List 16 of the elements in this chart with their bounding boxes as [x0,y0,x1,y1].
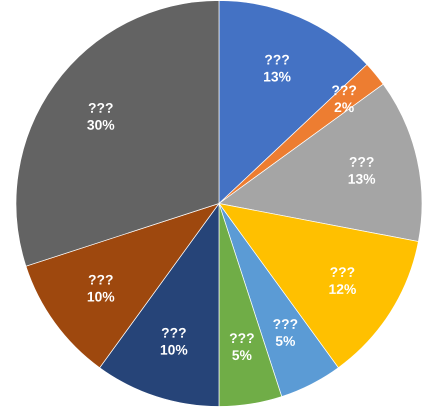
slice-label: ??? [264,54,289,64]
slice-label: ??? [350,157,374,167]
slice-label: ??? [88,102,113,113]
slice-label: ??? [330,267,354,277]
slice-label: ??? [273,319,298,329]
data-label: 5% [232,350,252,360]
slice-label: ??? [88,274,113,285]
data-label: 5% [276,336,296,346]
slice-label: ??? [230,333,254,343]
data-label: 10% [160,344,188,355]
data-label: 10% [88,292,114,302]
data-label: 13% [264,72,291,82]
data-label: 12% [329,284,356,294]
slice-label: ??? [162,328,186,338]
data-label: 30% [87,120,114,130]
data-label: 13% [348,174,376,184]
